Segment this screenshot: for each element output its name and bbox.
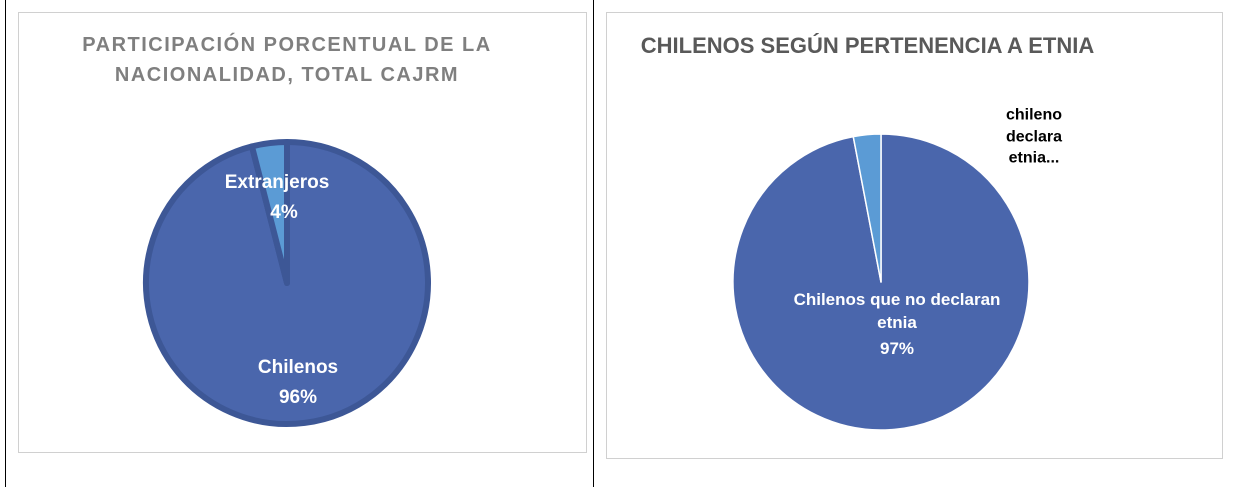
pie-slice	[852, 133, 882, 283]
data-label-name: Chilenos	[257, 357, 339, 379]
chart-title: CHILENOS SEGÚN PERTENENCIA A ETNIA	[640, 33, 1095, 58]
data-label-value: 97%	[879, 339, 915, 358]
data-label-name: Extranjeros	[224, 172, 330, 194]
pie-slice	[248, 139, 290, 286]
table-border	[593, 0, 594, 487]
data-label-value: 96%	[278, 387, 318, 408]
data-label-name: chileno declara etnia...	[1005, 106, 1063, 167]
table-border	[5, 0, 6, 487]
data-label-name: Chilenos que no declaran etnia	[793, 290, 1001, 332]
chart-title: PARTICIPACIÓN PORCENTUAL DE LA NACIONALI…	[82, 34, 492, 86]
data-label-value: 4%	[270, 202, 298, 223]
